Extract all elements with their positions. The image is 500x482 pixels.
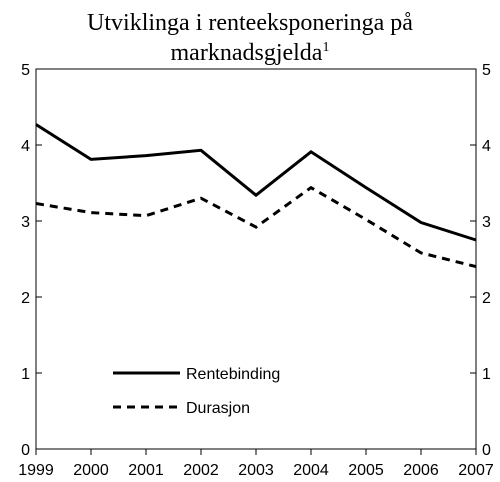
x-axis: 1999 2000 2001 2002 2003 2004 2005 2006 2007 <box>18 449 494 479</box>
legend-label-durasjon: Durasjon <box>186 400 250 417</box>
legend-label-rentebinding: Rentebinding <box>186 366 280 383</box>
y-tick-label-left-3: 3 <box>21 214 30 231</box>
x-tick-label-1: 2000 <box>73 462 109 479</box>
y-tick-label-right-2: 2 <box>482 290 491 307</box>
chart-title-line2: marknadsgjelda1 <box>171 40 330 66</box>
y-tick-label-left-2: 2 <box>21 290 30 307</box>
chart-title-sub: marknadsgjelda <box>171 40 323 66</box>
y-tick-label-right-3: 3 <box>482 214 491 231</box>
series-lines <box>35 123 477 269</box>
series-line-rentebinding <box>35 123 477 242</box>
legend: Rentebinding Durasjon <box>113 366 280 417</box>
y-tick-label-left-5: 5 <box>21 62 30 79</box>
y-tick-label-right-0: 0 <box>482 442 491 459</box>
chart-title-line1: Utviklinga i renteeksponeringa på <box>87 10 413 36</box>
x-tick-label-6: 2005 <box>348 462 384 479</box>
x-tick-label-2: 2001 <box>128 462 164 479</box>
y-tick-label-right-4: 4 <box>482 138 491 155</box>
x-tick-label-3: 2002 <box>183 462 219 479</box>
x-tick-label-8: 2007 <box>458 462 494 479</box>
series-line-durasjon <box>35 185 477 269</box>
plot-frame <box>35 68 477 450</box>
y-axis-left: 0 1 2 3 4 5 <box>21 62 42 459</box>
y-tick-label-left-1: 1 <box>21 366 30 383</box>
y-tick-label-right-1: 1 <box>482 366 491 383</box>
chart-title-superscript: 1 <box>322 40 329 55</box>
x-tick-label-4: 2003 <box>238 462 274 479</box>
y-axis-right: 0 1 2 3 4 5 <box>470 62 491 459</box>
x-tick-label-7: 2006 <box>403 462 439 479</box>
y-tick-label-right-5: 5 <box>482 62 491 79</box>
y-tick-label-left-0: 0 <box>21 442 30 459</box>
y-tick-label-left-4: 4 <box>21 138 30 155</box>
x-tick-label-5: 2004 <box>293 462 329 479</box>
x-tick-label-0: 1999 <box>18 462 54 479</box>
